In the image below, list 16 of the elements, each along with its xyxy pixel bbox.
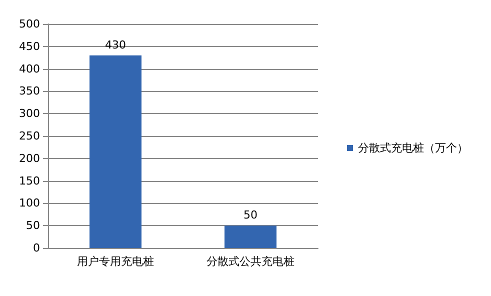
- y-tick-label: 500: [19, 18, 40, 30]
- y-tick-label: 350: [19, 84, 40, 98]
- y-tick-label: 100: [19, 196, 40, 210]
- data-label: 430: [105, 38, 126, 52]
- legend-label: 分散式充电桩（万个）: [358, 142, 468, 154]
- y-tick-label: 400: [19, 62, 40, 76]
- data-label: 50: [244, 208, 258, 222]
- x-tick-label: 用户专用充电桩: [77, 255, 154, 268]
- x-tick-label: 分散式公共充电桩: [206, 255, 294, 268]
- y-tick-label: 0: [33, 242, 40, 254]
- y-tick-label: 450: [19, 40, 40, 53]
- y-tick-label: 250: [19, 130, 40, 142]
- y-tick-label: 300: [19, 107, 40, 120]
- y-tick-label: 50: [26, 219, 40, 232]
- y-tick-label: 200: [19, 152, 40, 165]
- y-tick-label: 150: [19, 174, 40, 188]
